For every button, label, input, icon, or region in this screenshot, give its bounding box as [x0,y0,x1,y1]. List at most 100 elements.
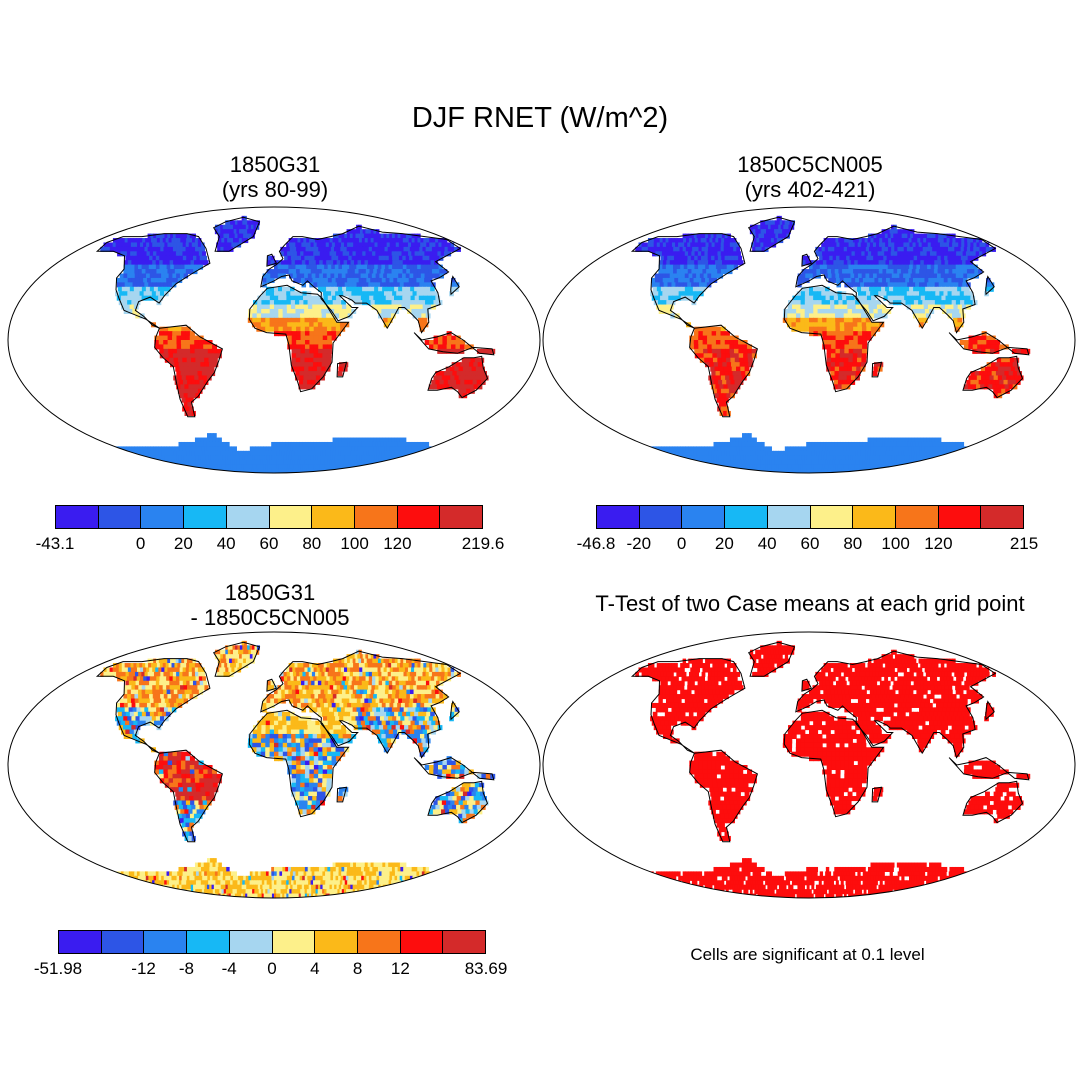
colorbar-swatch [269,506,313,528]
coastline-madagascar [336,361,348,378]
coastline-northamerica [95,233,211,329]
colorbar-swatch [938,506,982,528]
coastline-southamerica [154,324,223,418]
colorbar-swatch [144,931,188,953]
map-border [7,631,541,899]
coastline-southamerica [689,324,758,418]
colorbar-swatch [272,931,316,953]
coastline-indonesia [948,332,1030,356]
colorbar-tick-label: 83.69 [464,959,508,978]
colorbar-swatch [725,506,768,528]
colorbar-swatch [101,931,145,953]
colorbar-swatch [895,506,939,528]
coastline-greenland [212,641,261,677]
colorbar-swatch [226,506,270,528]
coastline-indonesia [413,757,495,781]
colorbar-tick-label: 20 [714,534,734,553]
colorbar-tick-label: 0 [267,959,277,978]
panel-2-title: 1850C5CN005 (yrs 402-421) [660,152,960,202]
coastline-indonesia [948,757,1030,781]
colorbar-tick-label: 120 [924,534,953,553]
coastline-eurasia [795,225,997,334]
colorbar-tick-label: 12 [390,959,410,978]
colorbar-swatch [767,506,811,528]
coastline-africa [248,709,350,818]
coastline-eurasia [795,650,997,759]
panel-1-title-line1: 1850G31 [229,152,321,177]
coastline-northamerica [630,233,746,329]
colorbar-tick-label: 60 [259,534,279,553]
colorbar-tick-label: -20 [626,534,652,553]
colorbar-tick-label: 100 [340,534,369,553]
coastline-greenland [212,216,261,252]
coastline-japan [450,700,460,721]
coastline-japan [985,275,995,296]
coastline-southamerica [689,749,758,843]
panel-4-title: T-Test of two Case means at each grid po… [555,591,1065,616]
coastline-australia [962,780,1024,824]
coastline-australia [427,780,489,824]
coastline-madagascar [336,786,348,803]
panel-2-title-line1: 1850C5CN005 [737,152,883,177]
colorbar-swatch [56,506,99,528]
coastline-uk [801,678,813,692]
colorbar-tick-label: 120 [383,534,412,553]
coastline-uk [266,253,278,267]
panel-3-title-line1: 1850G31 [224,580,316,605]
colorbar-tick-label: -12 [131,959,156,978]
map-border [7,206,541,474]
colorbar-tick-label: -4 [221,959,237,978]
coastline-northamerica [95,658,211,754]
coastline-southamerica [154,749,223,843]
coastline-australia [962,355,1024,399]
colorbar-swatch [397,506,441,528]
colorbar-tick-label: -51.98 [33,959,83,978]
colorbar-tick-label: 8 [352,959,363,978]
coastline-greenland [747,641,796,677]
colorbar-swatch [981,506,1024,528]
panel-2-title-line2: (yrs 402-421) [744,177,876,202]
coastline-africa [783,709,885,818]
colorbar-tick-label: 4 [310,959,320,978]
panel-1-title: 1850G31 (yrs 80-99) [125,152,425,202]
coastline-madagascar [871,786,883,803]
coastline-madagascar [871,361,883,378]
coastline-japan [450,275,460,296]
colorbar-swatch [187,931,230,953]
colorbar-swatch [184,506,227,528]
panel-2-map [542,206,1076,474]
panel-3-map [7,631,541,899]
colorbar-tick-label: -8 [178,959,194,978]
map-border [542,206,1076,474]
coastline-indonesia [413,332,495,356]
map-border [542,631,1076,899]
panel-1-title-line2: (yrs 80-99) [221,177,329,202]
colorbar-tick-label: 0 [135,534,146,553]
panel-3-title: 1850G31 - 1850C5CN005 [120,580,420,630]
colorbar-tick-label: -43.1 [35,534,75,553]
coastline-africa [248,284,350,393]
colorbar-tick-label: 215 [1009,534,1039,553]
colorbar-tick-label: -46.8 [576,534,616,553]
coastline-eurasia [260,225,462,334]
panel-3-colorbar [58,930,486,954]
panel-4-title-line1: T-Test of two Case means at each grid po… [595,591,1025,616]
coastline-uk [801,253,813,267]
colorbar-tick-label: 20 [173,534,193,553]
colorbar-swatch [400,931,444,953]
colorbar-swatch [440,506,483,528]
colorbar-swatch [597,506,640,528]
colorbar-swatch [98,506,142,528]
figure-title: DJF RNET (W/m^2) [411,102,669,134]
panel-3-title-line2: - 1850C5CN005 [190,605,350,630]
colorbar-tick-label: 80 [843,534,863,553]
colorbar-swatch [229,931,273,953]
panel-1-map [7,206,541,474]
colorbar-swatch [59,931,102,953]
colorbar-swatch [315,931,358,953]
panel-4-map [542,631,1076,899]
coastline-northamerica [630,658,746,754]
coastline-australia [427,355,489,399]
colorbar-swatch [853,506,896,528]
colorbar-swatch [354,506,398,528]
